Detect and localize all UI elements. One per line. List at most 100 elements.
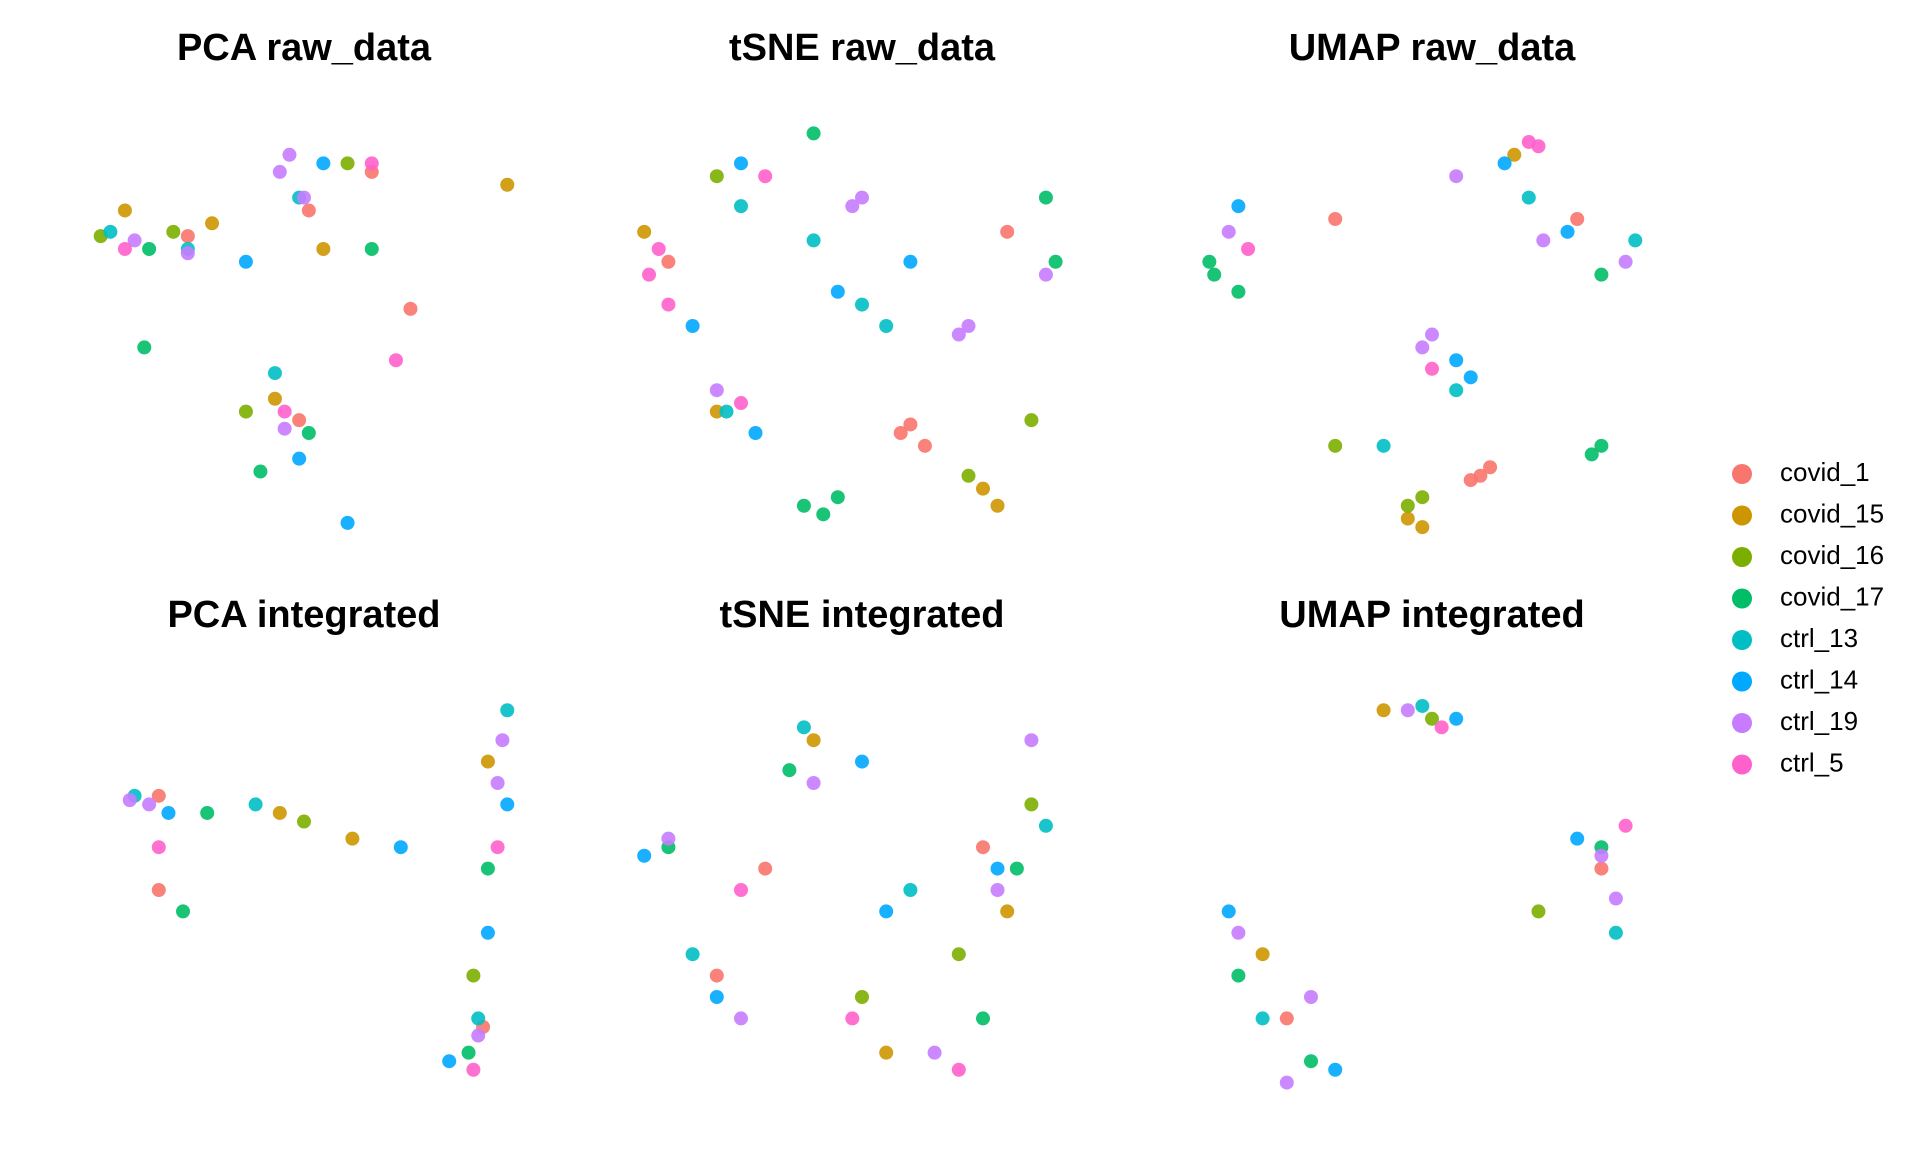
point [661,254,676,269]
point [301,203,316,218]
panel-title: UMAP integrated [1279,594,1584,636]
point [1570,831,1585,846]
point [734,156,748,171]
point [661,831,676,846]
point [103,224,118,239]
point [151,883,166,897]
point [1483,460,1498,475]
point [1221,904,1236,919]
point [238,254,253,269]
point [200,805,215,820]
point [796,720,811,735]
point [1425,327,1439,342]
point [282,147,297,162]
point [748,426,763,440]
point [1594,861,1609,876]
point [1415,698,1430,713]
point [490,776,505,790]
legend-label: covid_17 [1780,581,1884,611]
point [758,169,773,184]
point [1231,284,1246,299]
point [734,199,748,214]
point [1231,199,1246,214]
point [292,413,307,428]
point [806,776,821,790]
point [205,216,220,231]
point [137,340,152,355]
point [976,840,990,855]
point [893,426,908,440]
point [277,404,292,419]
point [709,990,724,1004]
point [976,1011,990,1026]
point [151,788,166,803]
point [1608,925,1623,940]
point [830,490,845,505]
point [1024,797,1039,812]
point [1507,147,1522,162]
point [1255,1011,1270,1026]
point [1400,511,1415,526]
point [903,254,918,269]
point [471,1028,486,1043]
panel-title: tSNE integrated [719,594,1004,636]
point [253,464,268,479]
point [951,947,966,962]
point [272,164,287,179]
point [364,241,379,256]
point [903,883,918,897]
point [661,297,676,312]
point [637,848,652,863]
point [855,190,869,205]
legend-label: covid_1 [1780,457,1870,487]
point [1024,733,1039,748]
point [1594,438,1609,453]
legend-label: covid_15 [1780,498,1884,528]
point [1584,447,1599,462]
legend-key [1732,505,1752,526]
point [500,177,515,192]
point [1304,1054,1318,1069]
point [1304,990,1318,1004]
point [879,1045,894,1060]
point [267,366,282,381]
point [480,754,495,769]
point [345,831,360,846]
legend-key [1732,588,1752,609]
point [388,353,403,368]
legend-label: ctrl_5 [1780,747,1844,777]
point [1202,254,1217,269]
point [1038,190,1053,205]
point [806,733,821,748]
point [301,426,316,440]
point [1415,490,1430,505]
point [490,840,505,855]
legend-key [1732,713,1752,733]
point [1560,224,1575,239]
point [1531,904,1546,919]
point [180,246,195,261]
point [816,507,831,522]
point [480,925,495,940]
point [734,883,748,897]
panel-title: PCA integrated [167,594,440,636]
point [734,1011,748,1026]
point [1279,1011,1294,1026]
point [961,319,976,333]
point [709,968,724,983]
legend-key [1732,547,1752,567]
point [1618,818,1633,833]
point [1207,267,1222,282]
panel-title: PCA raw_data [177,27,432,69]
point [976,481,990,496]
point [166,224,181,239]
point [1425,361,1439,376]
legend-key [1732,671,1752,692]
point [267,391,282,406]
point [855,990,869,1004]
point [340,515,355,530]
point [1628,233,1643,248]
point [1376,703,1391,718]
point [709,169,724,184]
point [1328,438,1343,453]
